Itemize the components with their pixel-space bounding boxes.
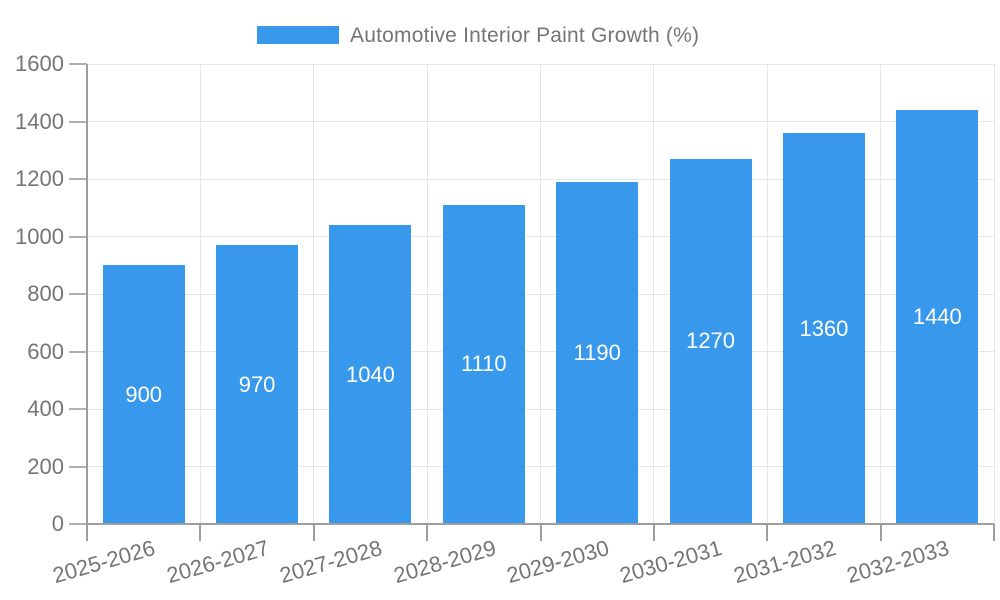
x-tick [652,524,655,541]
x-gridline [313,64,315,524]
bar-value-label: 1360 [799,315,849,341]
y-tick [69,465,87,468]
x-gridline [766,64,768,524]
x-gridline [993,64,995,524]
bar-value-label: 970 [238,371,276,397]
bar[interactable] [669,158,752,524]
x-axis-baseline [86,522,994,525]
x-axis-category-label: 2030-2031 [617,535,726,589]
x-gridline [540,64,541,524]
y-tick [69,293,87,295]
y-axis-tick-label: 600 [27,338,64,364]
x-tick [312,524,315,541]
x-tick [766,524,769,541]
bar[interactable] [782,133,865,524]
y-tick [69,178,87,180]
bar[interactable] [442,204,525,524]
x-axis-category-label: 2029-2030 [503,535,612,589]
y-tick [69,235,87,238]
bar[interactable] [102,265,185,524]
x-axis-category-label: 2027-2028 [277,535,386,589]
bar[interactable] [216,245,299,524]
x-tick [993,524,995,541]
x-axis-category-label: 2031-2032 [730,535,839,589]
bar[interactable] [329,225,412,524]
y-tick [69,120,87,123]
plot-area: 900 970 1040 1110 1190 1270 1360 1440 [69,63,995,525]
y-tick [69,523,87,525]
x-tick [199,524,202,541]
legend: Automotive Interior Paint Growth (%) [0,0,1000,60]
x-gridline [880,64,882,524]
y-tick [69,63,87,65]
x-axis-category-label: 2032-2033 [843,535,952,589]
y-axis-tick-label: 1400 [15,108,64,134]
legend-label: Automotive Interior Paint Growth (%) [350,24,700,47]
bar-value-label: 1040 [345,361,395,387]
y-axis-tick-label: 400 [27,396,64,421]
x-axis-category-label: 2026-2027 [163,535,272,589]
x-gridline [426,64,428,524]
y-axis-tick-label: 1200 [15,166,64,191]
y-axis-line [85,64,88,541]
legend-swatch [257,26,339,44]
x-gridline [653,64,655,524]
bar-value-label: 1270 [686,328,736,354]
bar-value-label: 1110 [460,351,507,377]
x-gridline [199,64,201,524]
x-tick [426,524,429,541]
y-axis-tick-label: 1000 [15,223,64,249]
x-tick [539,524,542,541]
y-tick [69,408,87,410]
bar-value-label: 1440 [912,304,962,329]
y-axis-tick-label: 800 [27,281,64,306]
y-tick [69,350,87,353]
y-axis-tick-label: 200 [27,453,64,479]
y-axis-tick-label: 0 [51,511,64,536]
x-tick [879,524,882,541]
y-axis-tick-label: 1600 [15,51,64,76]
bar[interactable] [556,181,639,524]
x-axis-category-label: 2025-2026 [50,535,159,589]
bar[interactable] [896,110,979,524]
bar-value-label: 900 [125,381,163,407]
bar-value-label: 1190 [573,339,621,365]
x-axis-category-label: 2028-2029 [390,535,499,589]
